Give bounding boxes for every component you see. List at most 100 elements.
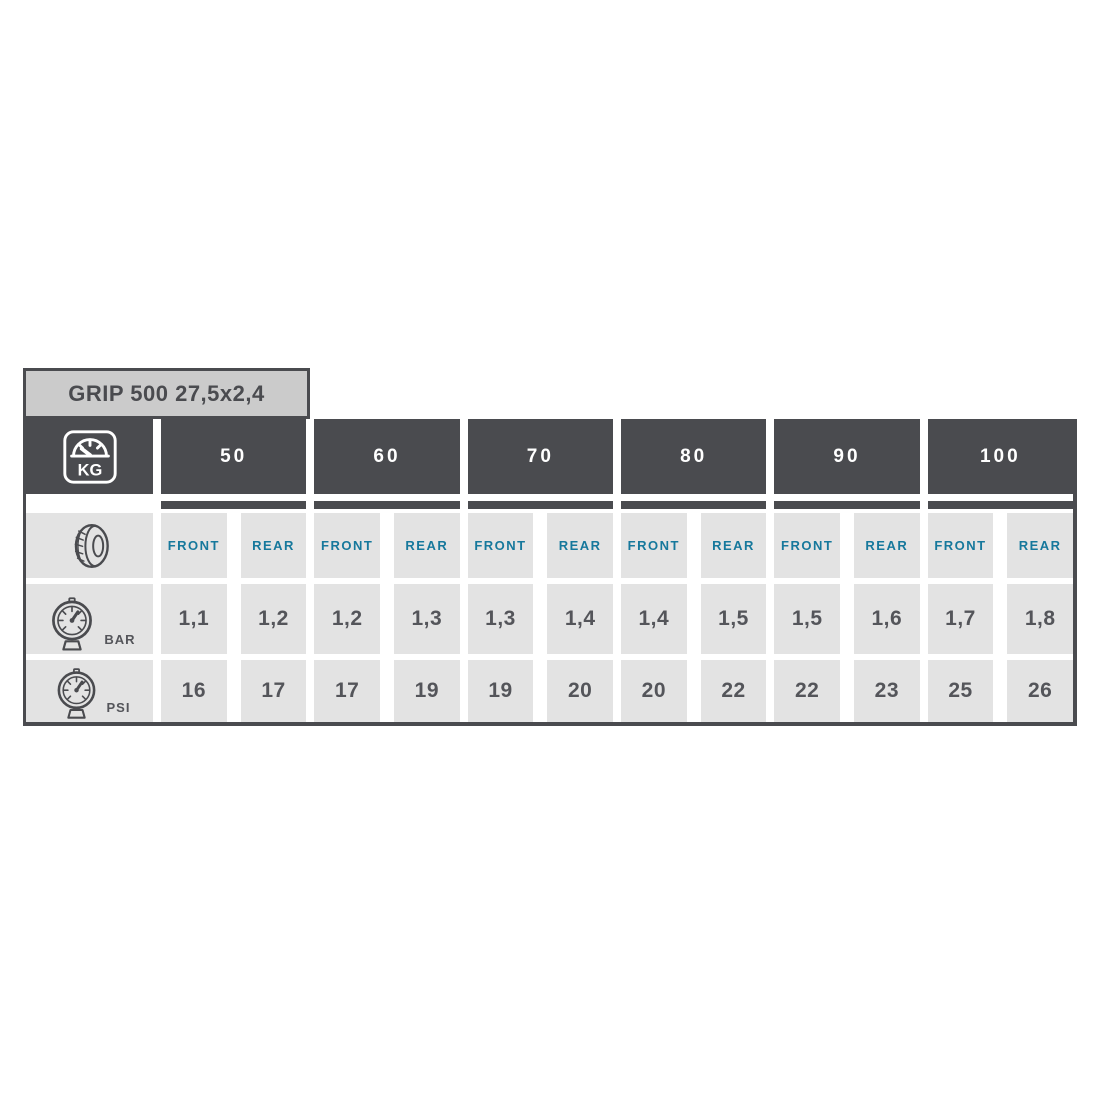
bar-pair-90: 1,5 1,6	[774, 584, 920, 654]
tire-row-label-cell	[26, 513, 153, 578]
psi-value: 17	[334, 679, 360, 702]
bar-value: 1,6	[871, 607, 903, 630]
tire-model-title: GRIP 500 27,5x2,4	[23, 368, 310, 419]
group-divider-bar	[314, 501, 460, 509]
rear-header-cell: REAR	[1007, 513, 1073, 578]
pressure-gauge-icon	[52, 597, 93, 651]
pressure-gauge-icon	[57, 668, 95, 719]
psi-value: 19	[414, 679, 440, 702]
bar-pair-70: 1,3 1,4	[467, 584, 613, 654]
psi-value: 22	[721, 679, 746, 702]
psi-value: 16	[181, 679, 207, 702]
position-pair-90: FRONT REAR	[774, 513, 920, 578]
bar-rear-cell: 1,3	[394, 584, 460, 654]
rear-label: REAR	[252, 538, 295, 553]
bar-rear-cell: 1,8	[1007, 584, 1073, 654]
bar-value: 1,5	[791, 607, 823, 630]
position-pair-100: FRONT REAR	[927, 513, 1073, 578]
psi-value: 20	[641, 679, 666, 702]
rear-header-cell: REAR	[854, 513, 920, 578]
psi-value: 17	[261, 679, 286, 702]
kg-scale-icon: KG	[62, 429, 117, 484]
group-divider-bar	[927, 501, 1073, 509]
bar-rear-cell: 1,2	[240, 584, 307, 654]
psi-value: 25	[948, 679, 973, 702]
front-header-cell: FRONT	[467, 513, 534, 578]
psi-pair-90: 22 23	[774, 660, 920, 722]
bar-value: 1,5	[718, 607, 749, 630]
weight-value: 50	[220, 445, 248, 467]
bar-pair-80: 1,4 1,5	[620, 584, 767, 654]
bar-value: 1,3	[411, 607, 443, 630]
weight-header-50: 50	[161, 419, 307, 494]
weight-header-60: 60	[314, 419, 460, 494]
front-label: FRONT	[321, 538, 374, 553]
pressure-table: KG 50 60 70 80 90 100	[23, 419, 1077, 726]
bar-pair-100: 1,7 1,8	[927, 584, 1073, 654]
front-label: FRONT	[781, 538, 834, 553]
bar-front-cell: 1,4	[620, 584, 687, 654]
weight-value: 70	[526, 445, 554, 467]
pressure-table-grid: KG 50 60 70 80 90 100	[26, 419, 1073, 722]
psi-rear-cell: 22	[700, 660, 767, 722]
bar-value: 1,4	[564, 607, 596, 630]
weight-header-70: 70	[467, 419, 613, 494]
psi-rear-cell: 20	[547, 660, 613, 722]
rear-header-cell: REAR	[240, 513, 307, 578]
group-divider-bar	[467, 501, 613, 509]
psi-front-cell: 25	[927, 660, 994, 722]
psi-unit-label: PSI	[106, 700, 131, 715]
bar-value: 1,2	[331, 607, 363, 630]
group-divider-bar	[620, 501, 767, 509]
rear-header-cell: REAR	[394, 513, 460, 578]
bar-pair-60: 1,2 1,3	[314, 584, 460, 654]
front-header-cell: FRONT	[927, 513, 994, 578]
tire-model-label: GRIP 500 27,5x2,4	[68, 380, 265, 406]
bar-value: 1,1	[178, 607, 210, 630]
bar-value: 1,3	[485, 607, 516, 630]
bar-front-cell: 1,1	[161, 584, 227, 654]
psi-rear-cell: 17	[240, 660, 307, 722]
bar-value: 1,8	[1024, 607, 1056, 630]
rear-label: REAR	[865, 538, 909, 553]
front-label: FRONT	[934, 538, 987, 553]
bar-row-label-cell: BAR	[26, 584, 153, 654]
group-divider-bar	[774, 501, 920, 509]
bar-rear-cell: 1,4	[547, 584, 613, 654]
tire-icon	[74, 523, 109, 568]
psi-pair-70: 19 20	[467, 660, 613, 722]
bar-unit-label: BAR	[104, 632, 136, 647]
psi-front-cell: 17	[314, 660, 380, 722]
weight-header-80: 80	[620, 419, 767, 494]
psi-rear-cell: 23	[854, 660, 920, 722]
psi-value: 20	[567, 679, 593, 702]
rear-label: REAR	[405, 538, 449, 553]
bar-front-cell: 1,3	[467, 584, 534, 654]
psi-value: 19	[488, 679, 513, 702]
psi-pair-50: 16 17	[161, 660, 307, 722]
position-pair-80: FRONT REAR	[620, 513, 767, 578]
bar-rear-cell: 1,6	[854, 584, 920, 654]
group-divider-bar	[161, 501, 307, 509]
psi-rear-cell: 19	[394, 660, 460, 722]
bar-pair-50: 1,1 1,2	[161, 584, 307, 654]
front-label: FRONT	[627, 538, 680, 553]
weight-unit-header-cell: KG	[26, 419, 153, 494]
bar-front-cell: 1,2	[314, 584, 380, 654]
rear-header-cell: REAR	[547, 513, 613, 578]
bar-value: 1,7	[945, 607, 976, 630]
psi-front-cell: 19	[467, 660, 534, 722]
psi-front-cell: 22	[774, 660, 840, 722]
rear-label: REAR	[558, 538, 602, 553]
weight-value: 60	[373, 445, 401, 467]
position-pair-70: FRONT REAR	[467, 513, 613, 578]
weight-header-100: 100	[927, 419, 1073, 494]
weight-value: 100	[979, 445, 1021, 467]
position-pair-60: FRONT REAR	[314, 513, 460, 578]
kg-label: KG	[77, 461, 102, 479]
rear-label: REAR	[712, 538, 755, 553]
weight-value: 90	[833, 445, 861, 467]
psi-value: 26	[1027, 679, 1053, 702]
bar-value: 1,4	[638, 607, 670, 630]
